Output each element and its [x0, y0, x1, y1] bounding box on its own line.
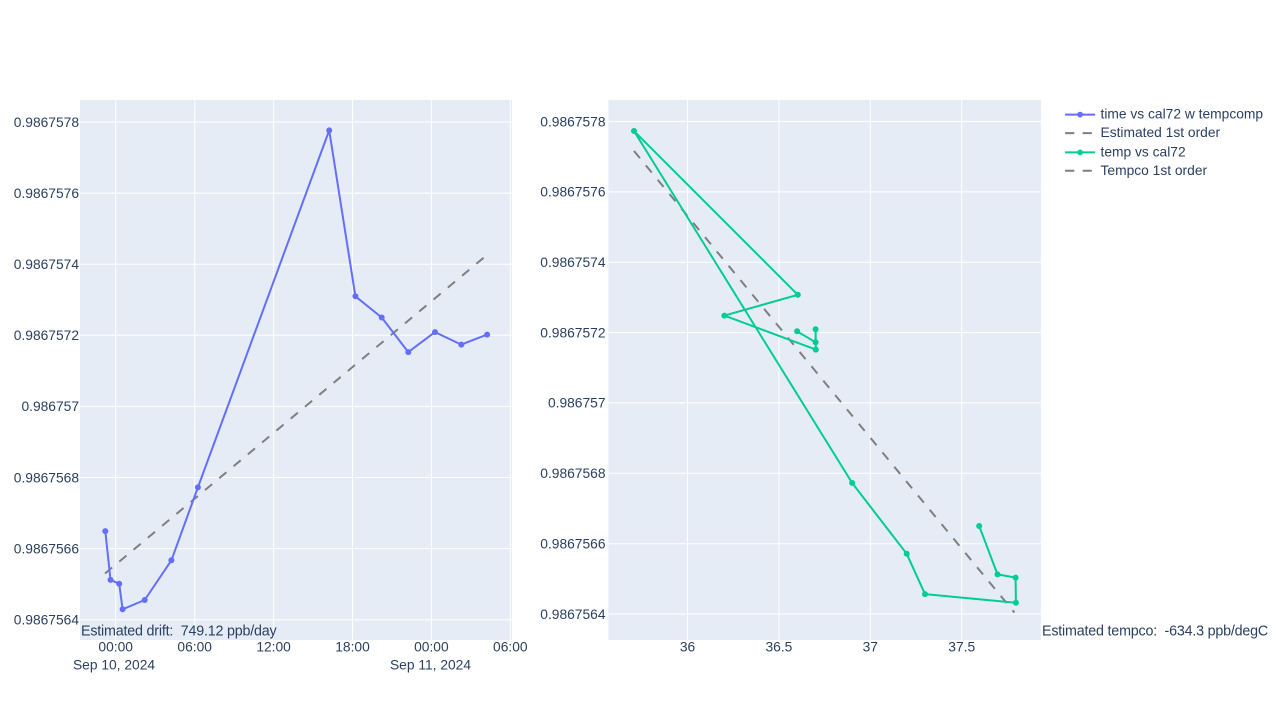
svg-text:12:00: 12:00: [256, 639, 291, 654]
svg-text:0.9867568: 0.9867568: [14, 470, 80, 485]
svg-text:0.986757: 0.986757: [548, 396, 606, 411]
svg-text:Estimated tempco: -634.3 ppb/: Estimated tempco: -634.3 ppb/degC: [1042, 624, 1268, 640]
svg-text:00:00: 00:00: [414, 639, 449, 654]
svg-text:0.9867568: 0.9867568: [540, 466, 606, 481]
svg-text:0.9867564: 0.9867564: [14, 613, 80, 628]
svg-text:Sep 10, 2024: Sep 10, 2024: [73, 658, 155, 673]
svg-text:0.9867576: 0.9867576: [14, 186, 80, 201]
svg-text:06:00: 06:00: [493, 639, 528, 654]
svg-text:0.9867572: 0.9867572: [14, 328, 79, 343]
svg-text:0.9867578: 0.9867578: [14, 115, 80, 130]
svg-text:0.9867574: 0.9867574: [540, 255, 606, 270]
svg-text:37.5: 37.5: [948, 639, 975, 654]
svg-text:0.9867566: 0.9867566: [14, 541, 80, 556]
svg-text:06:00: 06:00: [177, 639, 212, 654]
svg-text:Tempco 1st order: Tempco 1st order: [1101, 163, 1208, 178]
svg-text:time vs cal72 w tempcomp: time vs cal72 w tempcomp: [1101, 107, 1264, 122]
svg-text:Sep 11, 2024: Sep 11, 2024: [390, 658, 471, 673]
svg-text:0.9867572: 0.9867572: [540, 325, 605, 340]
svg-text:0.9867574: 0.9867574: [14, 257, 80, 272]
svg-text:temp vs cal72: temp vs cal72: [1101, 145, 1186, 160]
svg-text:0.9867578: 0.9867578: [540, 114, 606, 129]
svg-text:0.9867566: 0.9867566: [540, 537, 606, 552]
svg-text:18:00: 18:00: [335, 639, 370, 654]
svg-text:36: 36: [680, 639, 696, 654]
svg-text:36.5: 36.5: [765, 639, 792, 654]
svg-text:0.9867564: 0.9867564: [540, 607, 606, 622]
svg-text:Estimated 1st order: Estimated 1st order: [1101, 125, 1221, 140]
svg-text:0.9867576: 0.9867576: [540, 185, 606, 200]
svg-text:37: 37: [863, 639, 878, 654]
svg-text:0.986757: 0.986757: [21, 399, 79, 414]
svg-text:00:00: 00:00: [98, 639, 133, 654]
svg-text:Estimated drift: 749.12 ppb/d: Estimated drift: 749.12 ppb/day: [81, 624, 278, 640]
